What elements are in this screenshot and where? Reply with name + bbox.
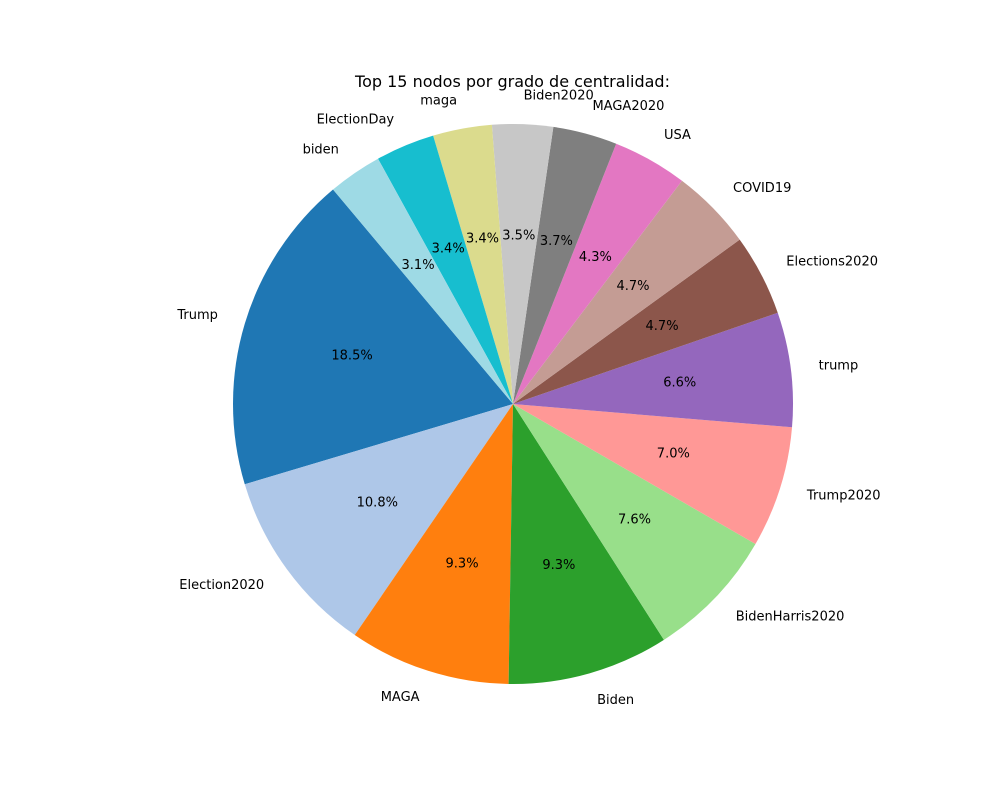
slice-label: BidenHarris2020 xyxy=(736,609,845,624)
pie-slice-trump xyxy=(233,189,514,485)
pie-slice-trump2020 xyxy=(513,404,793,544)
slice-percent-label: 4.3% xyxy=(579,250,612,265)
slice-label: maga xyxy=(420,94,457,109)
pie-slice-usa xyxy=(513,143,682,405)
slice-label: ElectionDay xyxy=(317,112,395,127)
slice-label: MAGA xyxy=(381,690,420,705)
slice-percent-label: 4.7% xyxy=(616,279,649,294)
slice-label: MAGA2020 xyxy=(592,99,664,114)
pie-slice-bidenharris2020 xyxy=(513,404,756,640)
slice-percent-label: 7.0% xyxy=(657,447,690,462)
slice-percent-label: 6.6% xyxy=(663,376,696,391)
slices-layer xyxy=(233,124,793,684)
pie-slice-maga2020 xyxy=(513,126,617,404)
slice-label: Election2020 xyxy=(179,578,264,593)
slice-percent-label: 7.6% xyxy=(618,513,651,528)
pie-slice-maga xyxy=(354,404,513,684)
pie-slice-election2020 xyxy=(244,404,513,635)
pie-slice-biden2020 xyxy=(491,124,554,404)
slice-percent-label: 3.5% xyxy=(502,229,535,244)
pie-slice-maga xyxy=(433,124,513,404)
slice-label: Biden2020 xyxy=(524,89,594,104)
pie-slice-biden xyxy=(508,404,664,684)
pie-slice-electionday xyxy=(377,135,513,404)
pie-slice-elections2020 xyxy=(513,239,778,404)
slice-label: trump xyxy=(819,358,859,373)
slice-label: Trump2020 xyxy=(806,489,881,504)
chart-title: Top 15 nodos por grado de centralidad: xyxy=(355,72,670,91)
slice-percent-label: 3.4% xyxy=(432,242,465,257)
slice-percent-label: 9.3% xyxy=(446,557,479,572)
slice-percent-label: 3.7% xyxy=(540,234,573,249)
slice-percent-label: 10.8% xyxy=(357,496,398,511)
slice-label: COVID19 xyxy=(733,181,791,196)
slice-label: Trump xyxy=(176,308,218,323)
pie-slice-covid19 xyxy=(513,180,740,404)
slice-label: Biden xyxy=(597,693,634,708)
slice-label: USA xyxy=(664,128,691,143)
labels-layer: Trump 18.5% Election2020 10.8% MAGA 9.3% Biden… xyxy=(176,89,880,708)
slice-percent-label: 3.4% xyxy=(466,231,499,246)
slice-percent-label: 9.3% xyxy=(542,558,575,573)
slice-label: biden xyxy=(303,142,339,157)
slice-percent-label: 3.1% xyxy=(402,258,435,273)
slice-label: Elections2020 xyxy=(786,254,878,269)
slice-percent-label: 4.7% xyxy=(646,319,679,334)
slice-percent-label: 18.5% xyxy=(331,348,372,363)
pie-slice-trump xyxy=(513,312,793,428)
pie-slice-biden xyxy=(333,158,513,404)
